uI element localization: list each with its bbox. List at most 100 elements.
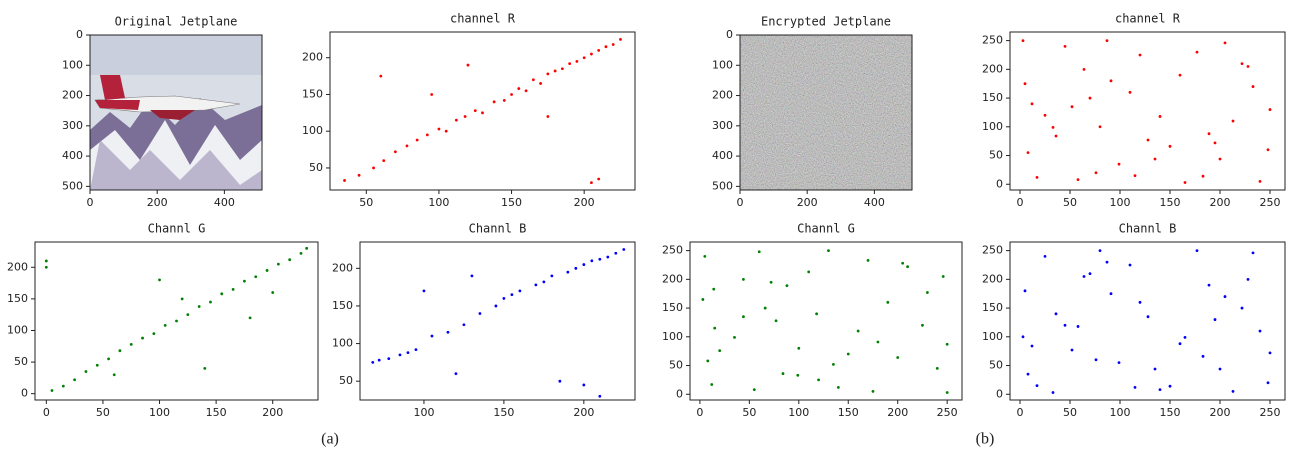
y-tick-label: 200 <box>982 272 1003 285</box>
y-tick-label: 50 <box>309 161 323 174</box>
chart-title: Encrypted Jetplane <box>761 15 891 29</box>
scatter-point <box>425 133 429 137</box>
scatter-point <box>430 334 434 338</box>
scatter-point <box>542 280 546 284</box>
encrypted-image <box>740 35 912 190</box>
scatter-point <box>590 52 593 56</box>
scatter-point <box>406 351 410 354</box>
scatter-point <box>243 279 246 283</box>
x-tick-label: 100 <box>1110 196 1131 209</box>
scatter-point <box>846 352 850 356</box>
scatter-point <box>1082 275 1086 278</box>
x-tick-label: 150 <box>493 406 514 419</box>
x-tick-label: 0 <box>696 406 703 419</box>
scatter-point <box>1054 134 1058 138</box>
scatter-point <box>1030 344 1034 348</box>
scatter-point <box>379 74 383 78</box>
axes-frame <box>1009 31 1286 191</box>
scatter-point <box>1051 391 1055 394</box>
y-tick-label: 100 <box>662 330 683 343</box>
y-tick-label: 200 <box>62 89 83 102</box>
scatter-point <box>1063 323 1067 327</box>
scatter-point <box>1223 41 1227 45</box>
scatter-point <box>1105 39 1109 43</box>
x-tick-label: 100 <box>413 406 434 419</box>
scatter-point <box>84 370 88 373</box>
y-tick-label: 100 <box>982 120 1003 133</box>
scatter-point <box>606 255 610 259</box>
y-tick-label: 0 <box>76 28 83 41</box>
x-tick-label: 0 <box>43 406 50 419</box>
jetplane-image <box>90 35 262 190</box>
scatter-point <box>382 159 386 163</box>
scatter-point <box>1158 388 1162 392</box>
scatter-point <box>481 111 484 115</box>
scatter-point <box>44 259 48 263</box>
axes-frame <box>34 241 319 401</box>
scatter-point <box>1251 85 1255 88</box>
scatter-point <box>836 385 840 389</box>
y-tick-label: 150 <box>662 301 683 314</box>
scatter-point <box>422 289 426 293</box>
scatter-point <box>466 63 470 67</box>
x-tick-label: 100 <box>428 196 449 209</box>
scatter-point <box>1231 119 1235 123</box>
scatter-point <box>531 78 535 82</box>
chart-title: Channl G <box>797 222 855 236</box>
scatter-point <box>415 138 419 142</box>
scatter-point <box>248 316 252 320</box>
scatter-point <box>619 37 622 41</box>
x-tick-label: 0 <box>1017 406 1024 419</box>
scatter-point <box>1266 148 1270 152</box>
scatter-point <box>1158 115 1162 118</box>
scatter-point <box>1268 108 1272 111</box>
scatter-point <box>1258 179 1262 183</box>
scatter-point <box>1153 157 1157 161</box>
y-tick-label: 100 <box>7 323 28 336</box>
scatter-point <box>901 261 905 265</box>
scatter-point <box>574 266 578 270</box>
scatter-point <box>95 363 99 367</box>
scatter-point <box>1195 50 1199 54</box>
x-tick-label: 200 <box>573 406 594 419</box>
axes-frame <box>89 34 263 191</box>
x-tick-label: 150 <box>206 406 227 419</box>
y-tick-label: 300 <box>712 119 733 132</box>
scatter-point <box>546 72 550 76</box>
y-tick-label: 400 <box>712 149 733 162</box>
scatter-point <box>1098 249 1102 253</box>
scatter-point <box>1133 174 1137 178</box>
y-tick-label: 150 <box>982 91 1003 104</box>
scatter-point <box>941 275 945 278</box>
scatter-point <box>1109 292 1113 296</box>
scatter-point <box>1128 263 1132 267</box>
scatter-point <box>1021 39 1025 43</box>
scatter-point <box>1026 151 1030 155</box>
scatter-point <box>1240 62 1244 65</box>
scatter-point <box>752 388 756 392</box>
scatter-point <box>896 356 900 359</box>
y-tick-label: 0 <box>726 28 733 41</box>
scatter-point <box>1207 132 1211 136</box>
y-tick-label: 250 <box>982 34 1003 47</box>
scatter-point <box>1246 65 1250 68</box>
scatter-point <box>1201 174 1205 178</box>
scatter-point <box>1128 90 1132 94</box>
y-tick-label: 50 <box>989 359 1003 372</box>
scatter-point <box>502 98 506 102</box>
scatter-point <box>1035 175 1039 179</box>
scatter-point <box>50 389 54 392</box>
scatter-point <box>539 82 542 85</box>
scatter-point <box>590 181 593 185</box>
scatter-point <box>597 48 601 52</box>
chart-title: channel R <box>450 12 516 26</box>
x-tick-label: 50 <box>96 406 110 419</box>
x-tick-label: 150 <box>1160 196 1181 209</box>
scatter-point <box>510 93 513 96</box>
scatter-point <box>446 330 450 334</box>
scatter-point <box>1109 79 1113 83</box>
x-tick-label: 50 <box>1063 196 1077 209</box>
scatter-point <box>494 304 498 308</box>
caption: (a) <box>321 431 339 448</box>
scatter-point <box>1246 277 1250 281</box>
